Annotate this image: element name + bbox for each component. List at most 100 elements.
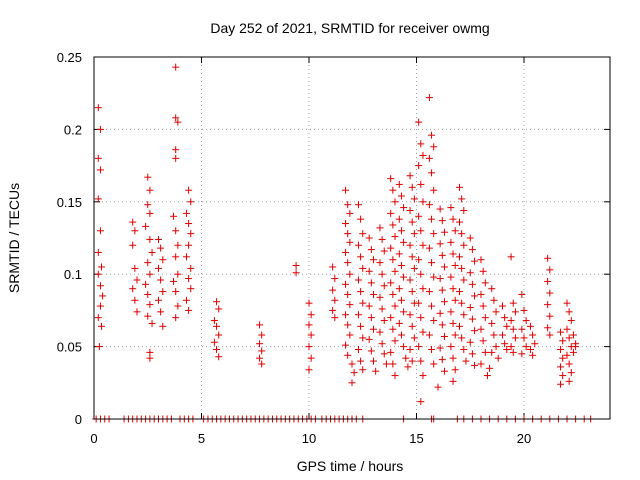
data-point [144, 201, 152, 209]
data-point [357, 215, 365, 223]
data-point [451, 331, 459, 339]
data-point [387, 209, 395, 217]
data-point [382, 360, 390, 368]
data-point [490, 331, 498, 339]
data-point [215, 353, 223, 361]
data-point [357, 357, 365, 365]
data-point [503, 345, 511, 353]
data-point [365, 234, 373, 242]
data-point [419, 285, 427, 293]
data-point [460, 206, 468, 214]
data-point [522, 317, 530, 325]
data-point [174, 241, 182, 249]
data-point [559, 337, 567, 345]
data-point [155, 235, 162, 243]
data-point [96, 302, 104, 310]
data-point [468, 280, 476, 288]
data-point [172, 114, 180, 122]
data-point [563, 325, 571, 333]
data-point [367, 246, 375, 254]
data-point [529, 331, 537, 339]
data-point [518, 350, 526, 358]
data-point [428, 215, 436, 223]
data-point [436, 205, 444, 213]
data-point [146, 235, 154, 243]
data-point [133, 276, 141, 284]
data-point [329, 306, 337, 314]
data-point [98, 322, 106, 330]
data-point [148, 248, 156, 256]
data-point [146, 270, 154, 278]
data-point [557, 345, 565, 353]
data-point [406, 172, 414, 180]
data-point [400, 308, 408, 316]
data-point [511, 308, 519, 316]
data-point [187, 198, 195, 206]
data-point [546, 331, 554, 339]
data-point [522, 343, 530, 351]
data-point [419, 328, 427, 336]
data-point [408, 253, 416, 261]
data-point [256, 354, 264, 362]
data-point [397, 262, 405, 270]
data-point [438, 286, 446, 294]
data-point [417, 140, 425, 148]
data-point [94, 154, 102, 162]
data-point [557, 363, 565, 371]
data-point [406, 241, 414, 249]
data-point [428, 302, 436, 310]
data-point [449, 377, 457, 385]
data-point [477, 290, 485, 298]
data-point [187, 230, 195, 238]
data-point [477, 256, 485, 264]
data-point [397, 192, 405, 200]
data-point [544, 324, 552, 332]
data-point [256, 340, 264, 348]
data-point [305, 299, 313, 307]
data-point [410, 230, 418, 238]
data-point [428, 259, 436, 267]
data-point [440, 367, 448, 375]
data-point [350, 369, 358, 377]
data-point [425, 201, 433, 209]
data-point [96, 227, 104, 235]
data-point [400, 238, 408, 246]
data-point [378, 235, 386, 243]
data-point [391, 233, 399, 241]
data-point [389, 256, 397, 264]
x-tick-label: 5 [198, 431, 205, 446]
data-point [531, 340, 539, 348]
data-point [440, 332, 448, 340]
data-point [354, 345, 362, 353]
data-point [172, 154, 180, 162]
data-point [307, 354, 315, 362]
data-point [471, 361, 479, 369]
data-point [456, 183, 463, 191]
data-point [172, 253, 180, 261]
data-point [509, 348, 517, 356]
data-point [466, 338, 474, 346]
data-point [415, 118, 423, 126]
data-point [258, 347, 266, 355]
data-point [148, 319, 156, 327]
data-point [365, 302, 373, 310]
data-point [447, 308, 455, 316]
data-point [486, 364, 494, 372]
data-point [507, 343, 515, 351]
data-point [428, 345, 436, 353]
data-point [518, 325, 526, 333]
data-point [428, 169, 436, 177]
data-point [415, 212, 423, 220]
chart-title: Day 252 of 2021, SRMTID for receiver owm… [210, 20, 489, 36]
data-point [408, 183, 416, 191]
data-point [397, 331, 405, 339]
data-point [415, 162, 423, 170]
data-point [307, 311, 315, 319]
data-point [458, 264, 466, 272]
data-point [376, 259, 384, 267]
data-point [419, 241, 427, 249]
data-point [391, 198, 399, 206]
data-point [129, 285, 137, 293]
data-point [96, 125, 104, 133]
y-tick-label: 0.25 [57, 50, 82, 65]
